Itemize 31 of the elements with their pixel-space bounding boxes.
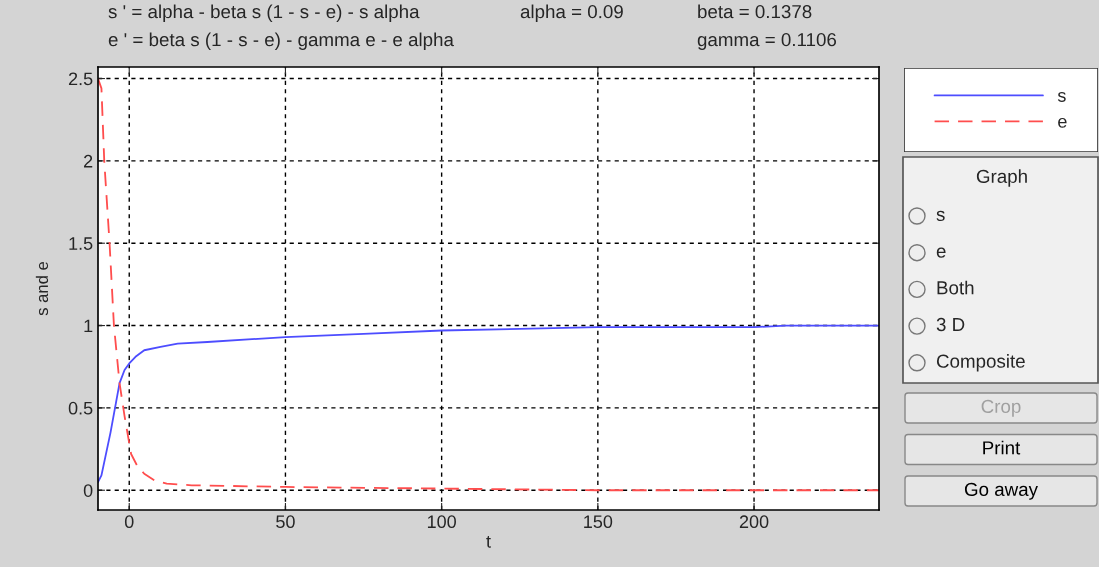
text: e [1058, 117, 1067, 128]
x-tick-label: 100 [427, 515, 456, 529]
text: Crop [981, 399, 1021, 417]
text: beta = 0.1378 [698, 4, 812, 19]
line-series [98, 324, 879, 483]
text: Graph [976, 169, 1027, 187]
text: Go away [964, 482, 1038, 500]
text: alpha = 0.09 [520, 4, 623, 22]
text: 3 D [936, 317, 965, 332]
y-tick-label: 0.5 [68, 401, 93, 415]
x-tick-label: 50 [276, 515, 295, 529]
text: s ' = alpha - beta s (1 - s - e) - s alpha [108, 4, 420, 22]
line-series [98, 77, 879, 492]
y-tick-label: 0 [83, 484, 93, 497]
text: gamma = 0.1106 [697, 33, 837, 50]
y-axis-title: s and e [35, 261, 49, 316]
text: Print [983, 440, 1021, 455]
x-tick-label: 200 [739, 515, 769, 529]
y-tick-label: 2 [84, 154, 93, 168]
y-tick-label: 1.5 [69, 237, 93, 250]
text: Both [937, 280, 974, 295]
text: s [1057, 92, 1066, 102]
text: e ' = beta s (1 - s - e) - gamma e - e alpha [108, 32, 454, 50]
y-tick-label: 2.5 [68, 72, 93, 86]
text: Composite [936, 354, 1025, 372]
text: s [936, 210, 945, 222]
y-tick-label: 1 [84, 319, 93, 333]
x-tick-label: 150 [584, 515, 613, 529]
text: e [936, 247, 946, 258]
x-axis-title: t [486, 535, 491, 548]
x-tick-label: 0 [124, 515, 134, 529]
